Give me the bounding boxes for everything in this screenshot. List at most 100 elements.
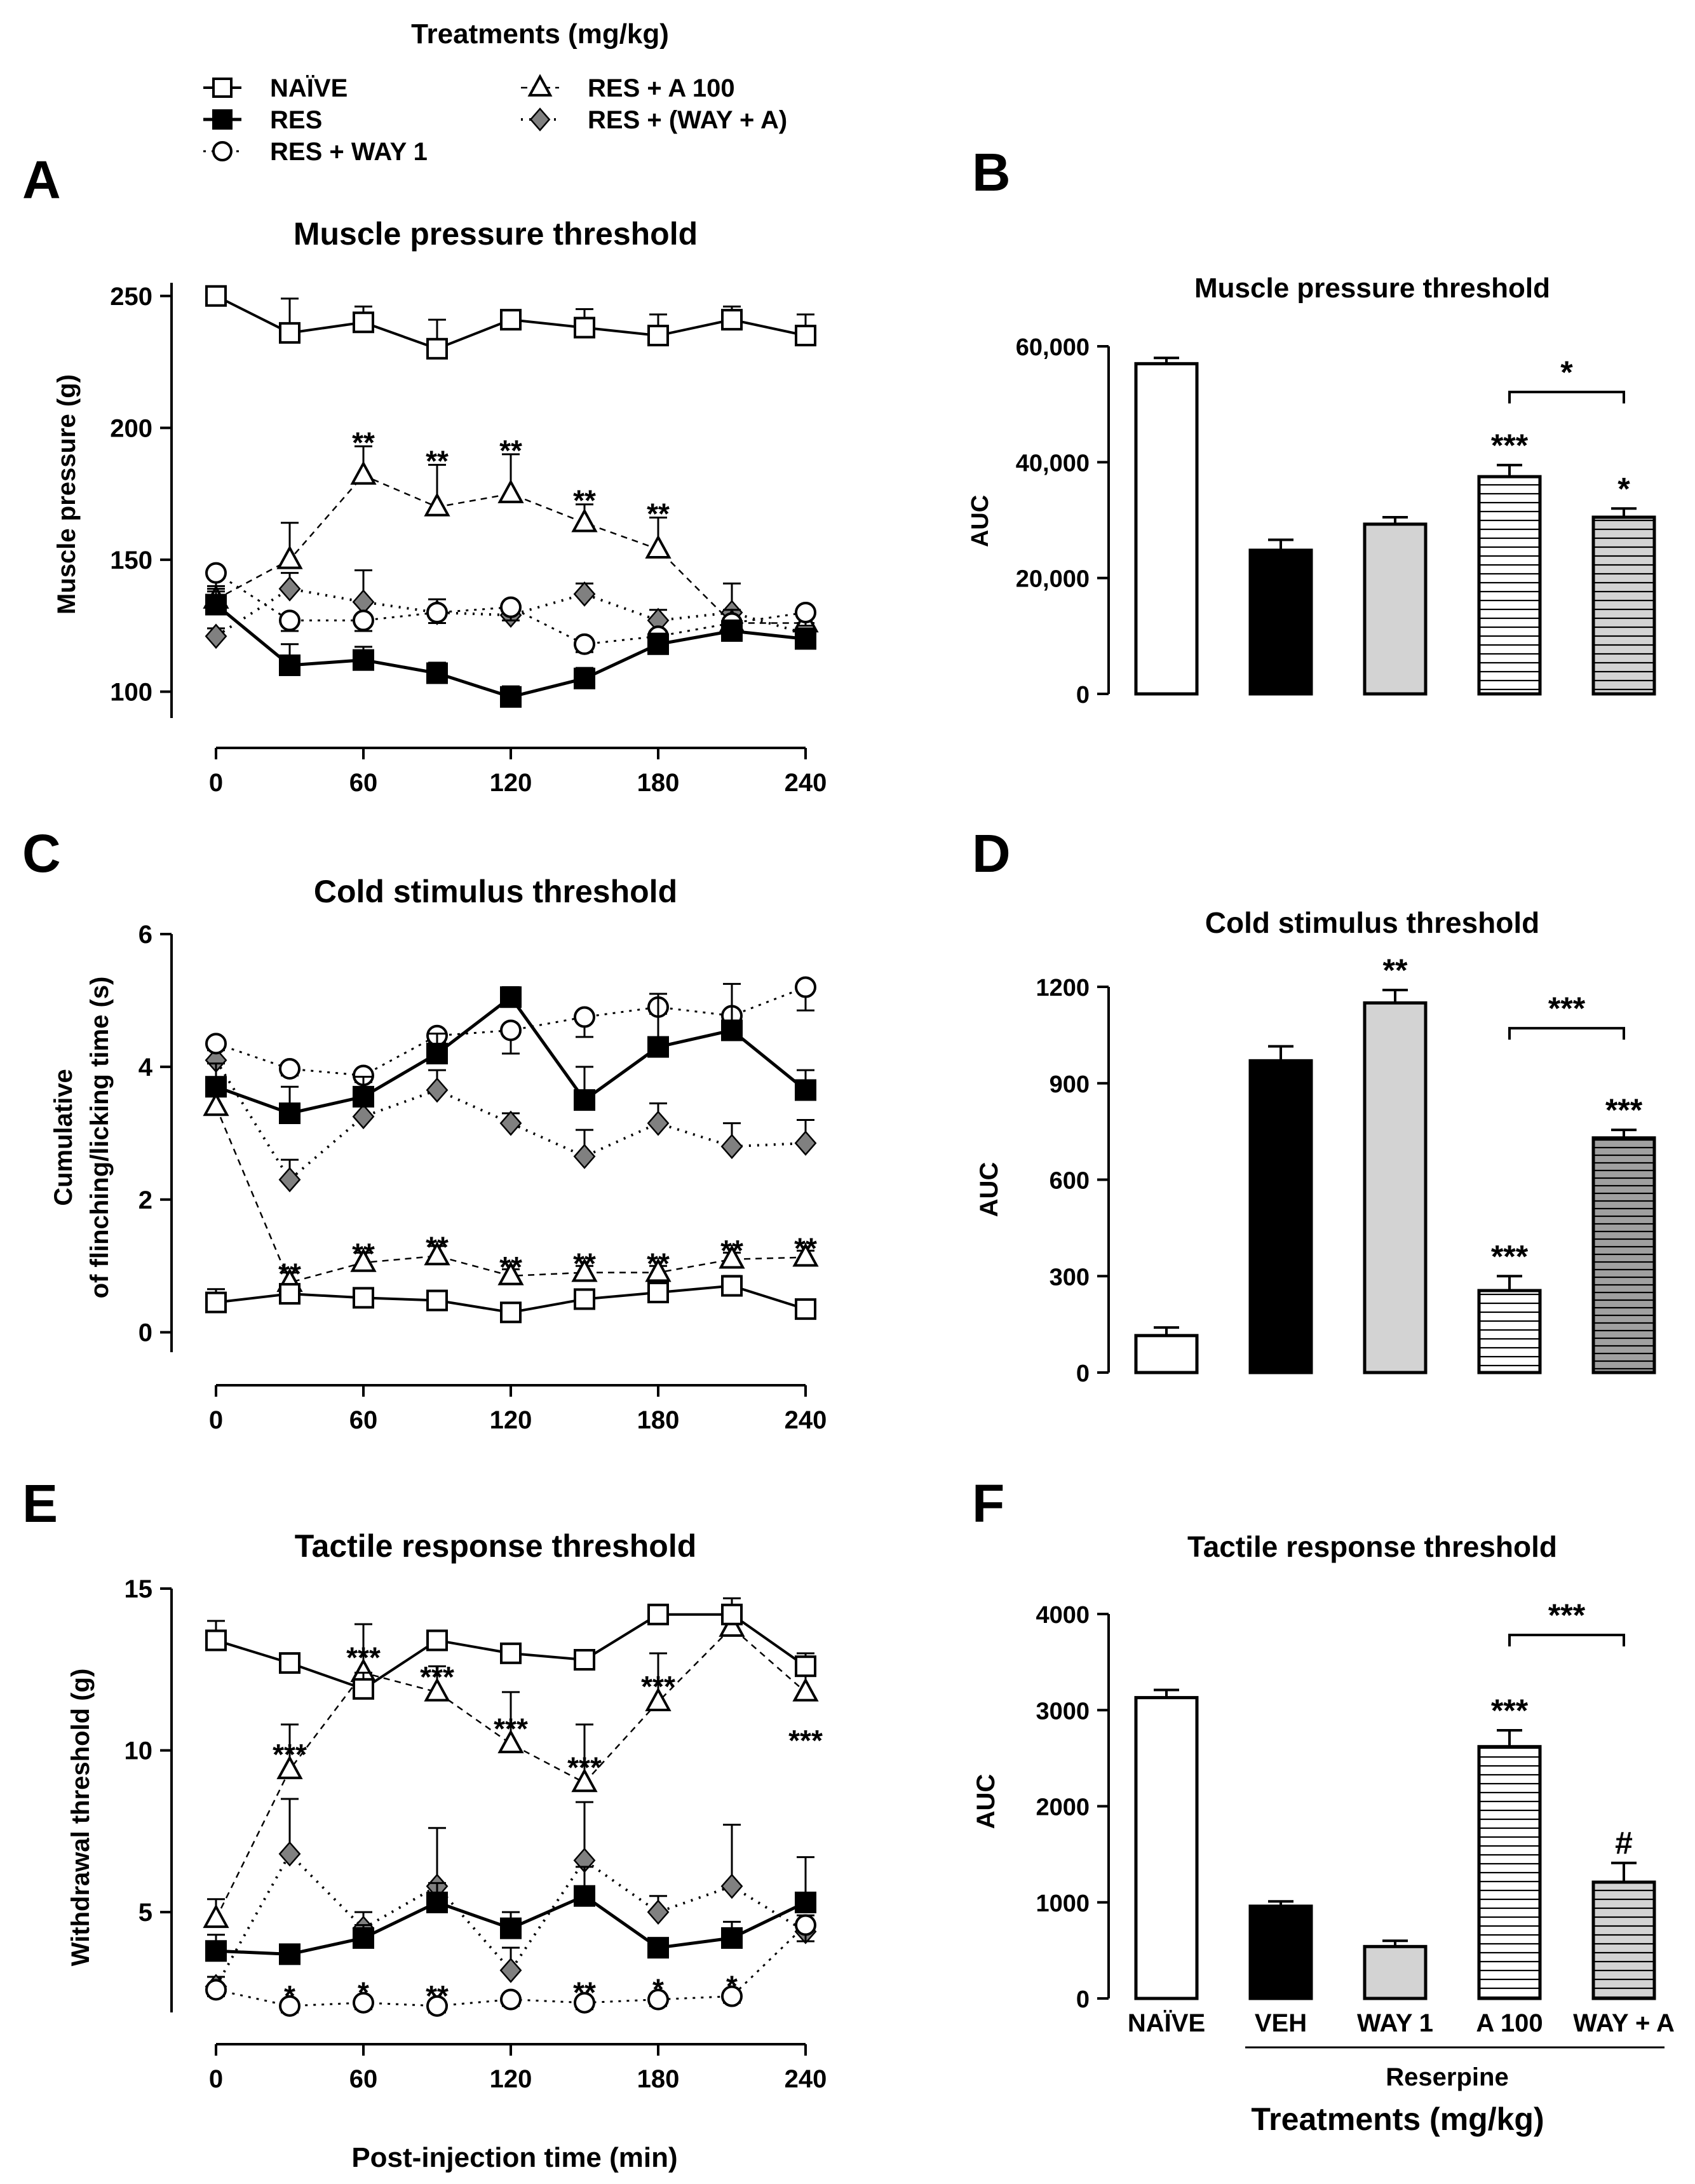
significance-label: **: [278, 1257, 301, 1290]
chart-panel-c: Cold stimulus threshold Cumulative of fl…: [50, 874, 827, 1434]
y-tick-label: 10: [125, 1737, 153, 1765]
x-tick-label: 0: [209, 769, 223, 797]
data-point: [500, 309, 522, 331]
x-tick-label: 240: [785, 2065, 827, 2093]
x-tick-label: 60: [349, 769, 378, 797]
x-tick-label: 60: [349, 2065, 378, 2093]
bar-na-ve: [1134, 362, 1199, 696]
series-res: [205, 982, 816, 1124]
data-point: [573, 1143, 596, 1169]
significance-label: ***: [641, 1670, 675, 1703]
significance-label: *: [652, 1973, 664, 2006]
data-point: [205, 623, 227, 649]
data-point: [574, 667, 595, 689]
x-tick-label: 180: [637, 769, 680, 797]
bar-a-100: [1477, 1289, 1542, 1374]
series-res: [205, 590, 816, 708]
significance-label: **: [1383, 953, 1408, 988]
data-point: [497, 1261, 524, 1285]
y-tick-label: 600: [1050, 1168, 1090, 1195]
data-point: [205, 1979, 227, 2001]
data-point: [721, 1603, 743, 1625]
data-point: [426, 1077, 449, 1103]
data-point: [719, 1244, 745, 1269]
data-point: [645, 1258, 672, 1282]
data-point: [574, 1288, 595, 1310]
significance-label: **: [426, 1979, 449, 2012]
data-point: [205, 1940, 227, 1962]
x-tick-label: 120: [490, 769, 532, 797]
data-point: [574, 633, 595, 655]
chart-c-ylabel: Cumulative: [50, 1069, 78, 1206]
series-line: [215, 1924, 807, 2007]
category-label: A 100: [1476, 2009, 1543, 2037]
bar-na-ve: [1134, 1334, 1199, 1374]
data-point: [426, 601, 448, 623]
data-point: [279, 1943, 301, 1965]
y-tick-label: 60,000: [1016, 334, 1090, 361]
data-point: [721, 1985, 743, 2007]
series-na-ve: [205, 285, 816, 360]
series-res-way-1: [205, 1914, 816, 2017]
panel-letter-e: E: [22, 1474, 58, 1533]
y-tick-label: 0: [1076, 682, 1090, 709]
chart-c-ylabel-2: of flinching/licking time (s): [86, 977, 114, 1299]
significance-label: *: [1617, 471, 1630, 506]
data-point: [795, 325, 816, 347]
data-point: [500, 686, 522, 708]
data-point: [426, 1043, 448, 1064]
series-line: [215, 1852, 807, 1988]
chart-panel-f: Tactile response threshold AUC Reserpine…: [972, 1530, 1675, 2137]
significance-label: **: [426, 1231, 449, 1264]
category-label: VEH: [1255, 2009, 1307, 2037]
y-tick-label: 1200: [1036, 975, 1090, 1001]
chart-panel-a: Muscle pressure threshold Muscle pressur…: [53, 216, 827, 797]
bar-way-a: [1591, 515, 1656, 696]
bar-veh: [1248, 1059, 1313, 1374]
data-point: [647, 1937, 669, 1959]
chart-a-title: Muscle pressure threshold: [294, 216, 698, 252]
data-point: [353, 609, 374, 632]
significance-label: **: [720, 1234, 743, 1267]
significance-label: **: [647, 497, 670, 530]
legend-entry-res-way-a: RES + (WAY + A): [521, 106, 787, 134]
data-point: [353, 649, 374, 671]
legend-title: Treatments (mg/kg): [411, 18, 669, 50]
chart-e-title: Tactile response threshold: [295, 1528, 697, 1564]
data-point: [792, 1242, 819, 1267]
data-point: [353, 311, 374, 334]
data-point: [350, 1248, 377, 1272]
data-point: [353, 1678, 374, 1700]
x-tick-label: 60: [349, 1406, 378, 1434]
comparison-bracket: [1508, 390, 1625, 404]
y-tick-label: 5: [138, 1899, 152, 1927]
y-tick-label: 300: [1050, 1264, 1090, 1291]
data-point: [203, 1904, 229, 1929]
data-point: [647, 633, 669, 655]
data-point: [278, 1841, 301, 1867]
series-res: [205, 1856, 816, 1965]
y-tick-label: 3000: [1036, 1698, 1090, 1725]
data-point: [721, 1019, 743, 1041]
data-point: [424, 1678, 450, 1702]
data-point: [205, 1076, 227, 1098]
x-tick-label: 0: [209, 1406, 223, 1434]
series-res-way-a: [205, 1046, 817, 1193]
legend-entry-res-a-100: RES + A 100: [521, 74, 735, 102]
bar-way-a: [1591, 1880, 1656, 2000]
data-point: [794, 1130, 817, 1156]
x-tick-label: 120: [490, 1406, 532, 1434]
chart-e-ylabel: Withdrawal threshold (g): [67, 1669, 95, 1967]
x-tick-label: 180: [637, 1406, 680, 1434]
data-point: [350, 461, 377, 485]
chart-panel-e: Tactile response threshold Withdrawal th…: [67, 1528, 827, 2173]
data-point: [500, 986, 522, 1008]
legend-entry-res: RES: [203, 106, 322, 134]
data-point: [426, 1891, 448, 1913]
y-tick-label: 100: [110, 678, 152, 706]
y-tick-label: 250: [110, 283, 152, 311]
x-tick-label: 180: [637, 2065, 680, 2093]
data-point: [721, 309, 743, 331]
series-res-a-100: [203, 1613, 819, 1929]
